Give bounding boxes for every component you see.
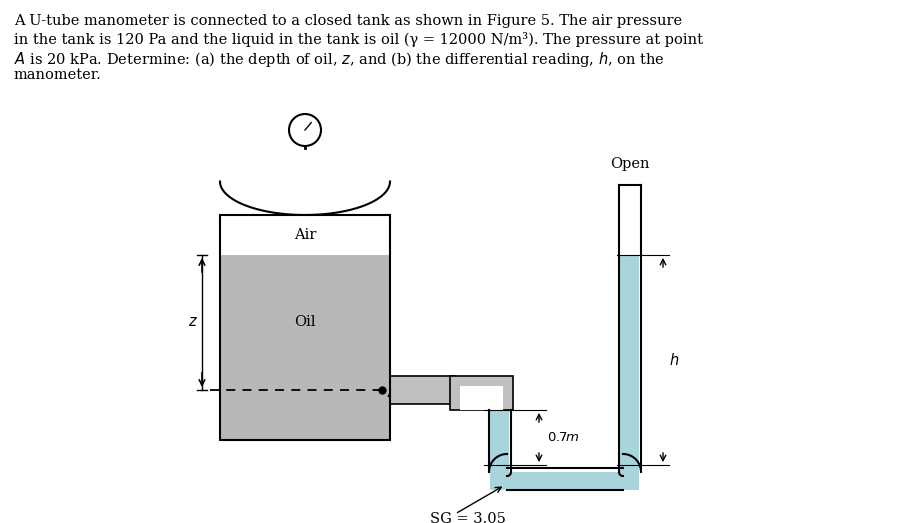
Bar	[619, 255, 639, 472]
Text: $A$: $A$	[387, 384, 398, 400]
Bar	[460, 386, 503, 410]
Text: A U-tube manometer is connected to a closed tank as shown in Figure 5. The air p: A U-tube manometer is connected to a clo…	[14, 14, 681, 28]
Bar	[510, 472, 618, 490]
Bar	[490, 472, 639, 490]
Text: Open: Open	[609, 157, 649, 171]
Text: SG = 3.05: SG = 3.05	[429, 512, 505, 523]
Bar	[490, 410, 509, 472]
Circle shape	[289, 114, 321, 146]
Text: $A$ is 20 kPa. Determine: (a) the depth of oil, $z$, and (b) the differential re: $A$ is 20 kPa. Determine: (a) the depth …	[14, 50, 664, 69]
Text: $z$: $z$	[187, 315, 198, 329]
Text: $h$: $h$	[668, 352, 678, 368]
Bar	[220, 255, 390, 440]
Polygon shape	[220, 181, 390, 215]
Bar	[390, 376, 455, 404]
Bar	[220, 215, 390, 440]
Text: Air: Air	[293, 228, 316, 242]
Text: Oil: Oil	[294, 315, 315, 329]
Bar	[449, 376, 513, 410]
Text: in the tank is 120 Pa and the liquid in the tank is oil (γ = 12000 N/m³). The pr: in the tank is 120 Pa and the liquid in …	[14, 32, 702, 47]
Text: manometer.: manometer.	[14, 68, 102, 82]
Text: $0.7m$: $0.7m$	[547, 431, 579, 444]
